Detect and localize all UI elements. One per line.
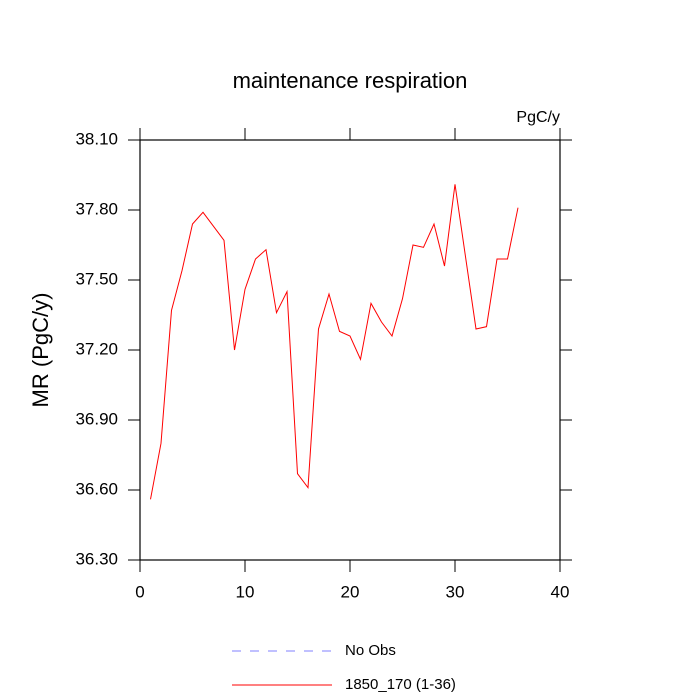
data-line [150, 184, 519, 500]
y-tick-label: 36.30 [75, 549, 118, 568]
units-label: PgC/y [516, 109, 560, 126]
y-tick-label: 36.90 [75, 409, 118, 428]
y-tick-label: 37.50 [75, 269, 118, 288]
x-tick-label: 40 [551, 582, 570, 601]
chart-title: maintenance respiration [233, 68, 468, 93]
x-tick-label: 10 [236, 582, 255, 601]
y-tick-label: 36.60 [75, 479, 118, 498]
y-axis-label: MR (PgC/y) [28, 293, 53, 408]
y-tick-label: 38.10 [75, 129, 118, 148]
legend-label: No Obs [345, 642, 396, 659]
x-tick-label: 20 [341, 582, 360, 601]
x-tick-label: 30 [446, 582, 465, 601]
y-tick-label: 37.20 [75, 339, 118, 358]
legend-label: 1850_170 (1-36) [345, 676, 456, 693]
plot-frame [139, 139, 561, 561]
y-tick-label: 37.80 [75, 199, 118, 218]
x-tick-label: 0 [135, 582, 144, 601]
